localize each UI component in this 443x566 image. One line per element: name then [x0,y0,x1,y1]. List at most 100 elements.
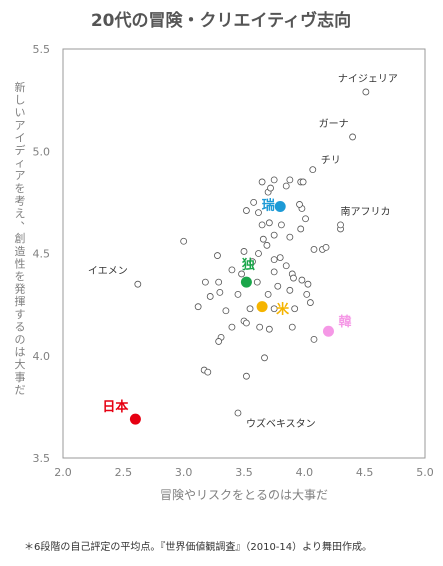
country-point [322,243,330,251]
y-axis-label-char: え [15,207,26,220]
country-point [263,241,271,249]
x-tick-label: 4.5 [356,466,374,479]
country-point [282,262,290,270]
country-point [258,221,266,229]
x-tick-label: 3.0 [175,466,193,479]
highlight-label: 独 [242,257,255,273]
y-axis-label-char: ア [15,169,26,182]
country-point [297,225,305,233]
y-axis-label-char: 新 [15,80,26,94]
country-point [206,293,214,300]
y-axis-label-char: 、 [21,214,32,227]
country-point [302,215,309,223]
y-tick-label: 4.0 [33,350,51,363]
y-axis-label-char: イ [15,131,26,144]
country-point [298,276,306,284]
y-tick-label: 5.0 [33,145,51,158]
country-point [258,178,266,186]
x-axis-label: 冒険やリスクをとるのは大事だ [160,488,328,502]
country-point [228,266,236,274]
country-point [265,219,273,227]
country-point [282,182,290,190]
country-point [243,319,250,327]
y-axis-label-char: 発 [15,282,26,296]
country-point [249,258,256,266]
country-point [270,231,278,239]
country-point [246,305,254,313]
country-point [215,338,223,345]
country-point [286,233,294,241]
y-tick-label: 5.5 [33,43,51,56]
country-point [180,237,188,245]
country-point [215,278,223,286]
country-point [259,235,267,243]
country-point [288,323,296,331]
y-axis-label-char: 揮 [15,294,26,308]
chart-title: 20代の冒険・クリエイティヴ志向 [91,10,351,31]
country-point [243,207,250,214]
y-axis-label-char: 造 [15,244,26,258]
y-axis-label-char: す [15,308,26,321]
x-tick-label: 2.5 [115,466,133,479]
y-axis-label-char: の [15,333,26,346]
country-point [256,323,264,331]
country-point [349,133,357,141]
country-point [204,368,212,376]
country-point [234,409,242,417]
country-point [238,270,245,278]
country-point [214,252,221,259]
highlighted-countries: 日本 独米 瑞韓 [102,197,351,425]
country-point [310,335,318,343]
highlight-label: 日本 [102,399,128,415]
country-point [265,325,273,333]
country-point [250,198,258,206]
country-point [286,176,294,184]
y-axis-label-char: し [15,94,26,107]
country-point [290,274,297,282]
country-point [261,354,268,362]
x-tick-labels: 2.0 2.5 3.0 3.5 4.0 4.5 5.0 [54,466,434,479]
y-axis-label-char: 考 [15,194,26,207]
country-point [255,250,262,257]
footnote: ＊6段階の自己評定の平均点。『世界価値観調査』（2010-14）より舞田作成。 [24,540,372,553]
country-point [291,305,299,313]
country-label: ナイジェリア [338,73,398,85]
y-axis-label-char: い [15,106,26,119]
country-point [299,178,307,186]
country-point [270,176,278,184]
country-point [309,166,317,174]
country-point [134,280,142,288]
y-axis-label-char: を [15,270,26,283]
y-axis-label-char: ア [15,119,26,132]
highlight-point [322,325,334,337]
country-point [362,88,370,96]
country-point [253,278,261,286]
country-point [270,256,278,264]
highlight-label: 韓 [338,314,351,330]
country-point [310,246,318,253]
country-point [296,201,303,208]
country-point [216,288,224,296]
y-axis-label-char: を [15,182,26,195]
y-axis-label-char: 創 [15,231,26,245]
country-point [267,184,274,192]
highlight-point [240,276,252,288]
country-point [201,278,209,286]
country-point [270,305,278,313]
country-point [255,209,262,217]
country-point [337,221,344,229]
country-point [276,254,284,261]
y-axis-label-char: デ [15,143,26,157]
country-point [240,248,248,255]
y-axis-label-char: る [15,320,26,333]
y-axis-label-char: ィ [15,157,26,170]
y-axis-label-char: は [15,346,26,359]
highlight-label: 米 [276,302,290,318]
country-label: チリ [321,155,341,167]
x-tick-label: 3.5 [235,466,253,479]
y-tick-labels: 3.5 4.0 4.5 5.0 5.5 [33,43,51,465]
y-tick-label: 4.5 [33,248,51,261]
